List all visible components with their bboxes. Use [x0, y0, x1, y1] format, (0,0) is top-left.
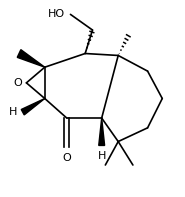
Polygon shape	[21, 98, 45, 115]
Text: HO: HO	[48, 9, 65, 19]
Polygon shape	[17, 50, 45, 67]
Polygon shape	[99, 118, 105, 145]
Text: H: H	[9, 107, 17, 117]
Text: O: O	[13, 78, 22, 88]
Text: O: O	[62, 153, 71, 163]
Text: H: H	[97, 151, 106, 161]
